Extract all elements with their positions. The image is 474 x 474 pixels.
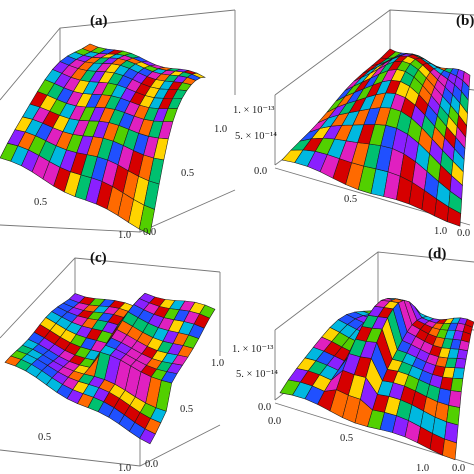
panel-d-surface-cell	[448, 390, 462, 408]
panel-a-y-tick-1: 0.5	[181, 168, 194, 179]
panel-d-x-tick-1: 0.5	[340, 433, 353, 444]
panel-c-label: (c)	[90, 250, 107, 266]
panel-d-z-tick-1: 5. × 10⁻¹⁴	[236, 369, 278, 380]
panel-d-surface-plot: (d) 1. × 10⁻¹³ 5. × 10⁻¹⁴ 0.0 0.0 0.5 1.…	[232, 246, 474, 474]
panel-c-x-tick-0: 0.5	[38, 432, 51, 443]
panel-b-y-tick-0: 0.0	[457, 228, 470, 239]
panel-a-x-tick-0: 0.5	[34, 197, 47, 208]
panel-d-x-tick-0: 0.0	[268, 416, 281, 427]
panel-d-x-tick-2: 1.0	[416, 463, 429, 474]
panel-d-surface	[279, 297, 474, 461]
panel-d-surface-cell	[452, 367, 465, 379]
panel-a-surface-plot: (a) 0.5 1.0 0.0 0.5 1.0	[0, 9, 236, 241]
panel-b-z-tick-0: 1. × 10⁻¹³	[233, 105, 274, 116]
panel-d-surface-cell	[450, 377, 464, 393]
panel-b-surface-plot: (b) 1. × 10⁻¹³ 5. × 10⁻¹⁴ 0.0 0.5 1.0 0.…	[233, 9, 474, 239]
panel-d-surface-cell	[464, 318, 474, 328]
panel-c-surface-cell	[199, 304, 216, 319]
panel-c-surface	[4, 292, 216, 445]
panel-b-z-tick-2: 0.0	[254, 166, 267, 177]
panel-b-z-tick-1: 5. × 10⁻¹⁴	[235, 131, 277, 142]
panel-d-label: (d)	[428, 246, 446, 262]
panel-d-surface-cell	[444, 421, 459, 444]
panel-a-y-tick-0: 0.0	[143, 227, 156, 238]
panel-b-x-tick-0: 0.5	[344, 194, 357, 205]
panel-d-z-tick-0: 1. × 10⁻¹³	[232, 344, 273, 355]
panel-a-surface-cell	[191, 72, 206, 79]
panel-d-y-tick-0: 0.0	[452, 463, 465, 474]
panel-c-y-tick-2: 1.0	[211, 358, 224, 369]
panel-b-surface	[281, 48, 471, 227]
panel-a-surface	[0, 43, 206, 235]
panel-d-surface-cell	[446, 404, 461, 426]
panel-c-surface-plot: (c) 0.5 1.0 0.0 0.5 1.0	[0, 250, 224, 474]
panel-a-y-tick-2: 1.0	[214, 124, 227, 135]
panel-d-z-tick-2: 0.0	[258, 402, 271, 413]
panel-a-x-tick-1: 1.0	[118, 230, 131, 241]
panel-b-x-tick-1: 1.0	[434, 226, 447, 237]
panel-a-label: (a)	[90, 13, 108, 29]
panel-c-y-tick-1: 0.5	[180, 404, 193, 415]
panel-b-surface-cell	[462, 71, 471, 88]
panel-c-y-tick-0: 0.0	[145, 459, 158, 470]
panel-b-label: (b)	[456, 13, 474, 29]
panel-c-x-tick-1: 1.0	[118, 463, 131, 474]
panel-d-surface-cell	[454, 358, 467, 369]
